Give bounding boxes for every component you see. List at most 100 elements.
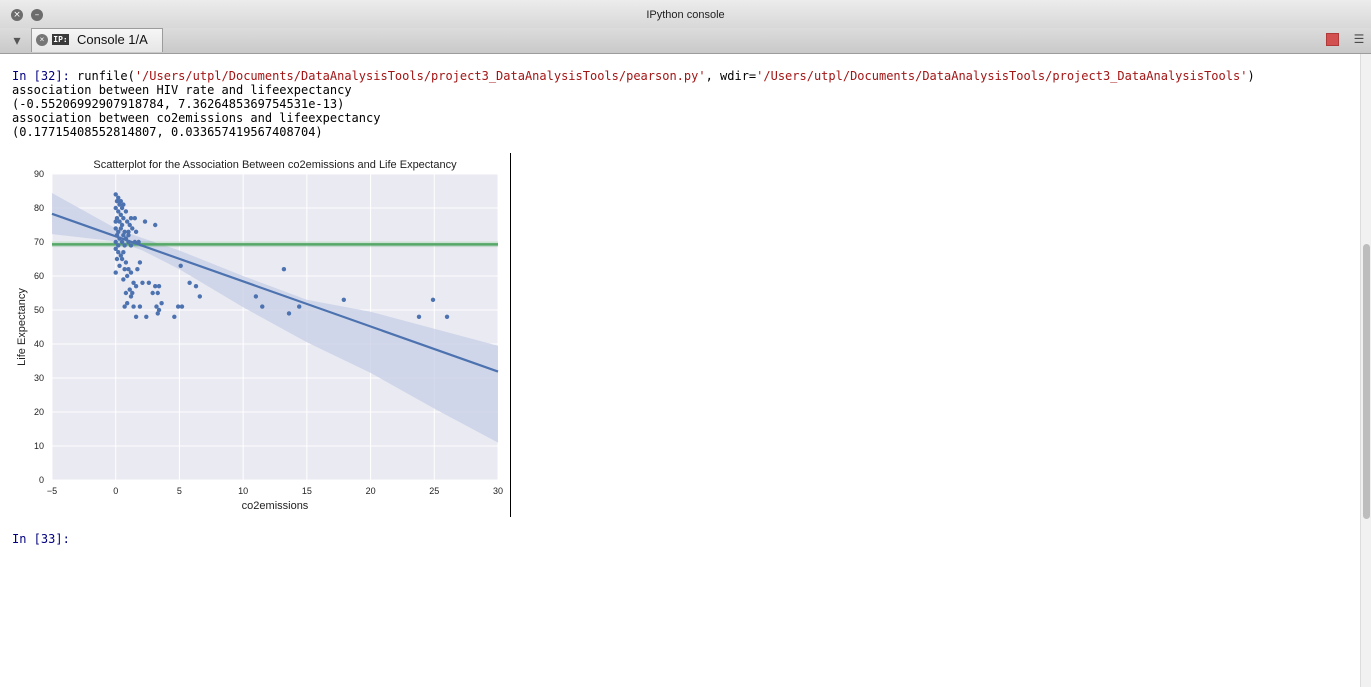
scatter-points	[113, 192, 450, 319]
data-point	[175, 304, 181, 309]
regression-line	[51, 212, 499, 373]
window-titlebar: × – IPython console	[0, 0, 1371, 29]
data-point	[127, 222, 132, 228]
x-tick-labels: −5 0 5 10 15 20 25 30	[47, 486, 503, 496]
console-tabbar: ▾ × IP: Console 1/A ☰	[0, 28, 1371, 54]
data-point	[128, 270, 134, 275]
data-point	[118, 226, 124, 231]
output-line-3: association between co2emissions and lif…	[12, 111, 381, 125]
data-point	[117, 202, 122, 207]
data-point	[154, 304, 159, 309]
data-point	[135, 267, 140, 272]
data-point	[137, 304, 143, 309]
data-point	[144, 314, 149, 319]
y-tick-label: 10	[34, 441, 44, 451]
y-tick-label: 60	[34, 271, 44, 281]
data-point	[118, 199, 124, 204]
data-point	[123, 209, 129, 214]
input-line-33[interactable]: In [33]:	[12, 532, 70, 546]
data-point	[187, 280, 192, 285]
data-point	[116, 243, 121, 248]
y-tick-label: 70	[34, 237, 44, 247]
data-point	[193, 284, 199, 289]
output-line-1: association between HIV rate and lifeexp…	[12, 83, 352, 97]
data-point	[430, 297, 436, 302]
y-axis-label: Life Expectancy	[16, 288, 28, 366]
data-point	[122, 304, 127, 309]
stop-kernel-button[interactable]	[1326, 33, 1339, 46]
data-point	[121, 250, 126, 255]
y-tick-label: 30	[34, 373, 44, 383]
options-dropdown-icon[interactable]: ▾	[13, 32, 21, 48]
data-point	[297, 304, 302, 309]
data-point	[179, 304, 185, 309]
close-window-icon[interactable]: ×	[11, 9, 23, 21]
data-point	[142, 219, 148, 224]
y-tick-label: 0	[39, 475, 44, 485]
data-point	[197, 294, 203, 299]
data-point	[131, 304, 136, 309]
scrollbar-thumb[interactable]	[1363, 244, 1370, 519]
data-point	[260, 304, 265, 309]
data-point	[124, 301, 130, 306]
confidence-band-area	[52, 193, 498, 443]
data-point	[122, 267, 127, 272]
data-point	[118, 212, 124, 217]
regression-line-group	[51, 212, 499, 373]
console-menu-icon[interactable]: ☰	[1353, 32, 1365, 46]
y-tick-label: 80	[34, 203, 44, 213]
data-point	[123, 260, 129, 265]
data-point	[113, 239, 118, 245]
prompt-in-32: In [32]:	[12, 69, 70, 83]
y-tick-label: 50	[34, 305, 44, 315]
data-point	[341, 297, 347, 302]
scatterplot-svg: Scatterplot for the Association Between …	[16, 159, 503, 512]
code-path-string: '/Users/utpl/Documents/DataAnalysisTools…	[134, 69, 706, 83]
scatterplot-figure: Scatterplot for the Association Between …	[8, 153, 512, 518]
x-tick-label: 10	[238, 486, 248, 496]
data-point	[113, 246, 118, 251]
x-tick-label: 0	[113, 486, 118, 496]
code-wdir-label: , wdir=	[705, 69, 757, 83]
y-tick-labels: 0 10 20 30 40 50 60 70 80 90	[34, 169, 44, 485]
confidence-band	[52, 193, 498, 443]
ipython-icon: IP:	[52, 34, 69, 45]
data-point	[133, 314, 139, 319]
data-point	[121, 277, 126, 282]
data-point	[116, 209, 121, 214]
output-line-4: (0.17715408552814807, 0.0336574195674087…	[12, 125, 323, 139]
data-point	[121, 202, 126, 207]
data-point	[137, 260, 143, 265]
x-tick-label: 15	[302, 486, 312, 496]
tab-close-icon[interactable]: ×	[36, 34, 48, 46]
vertical-scrollbar[interactable]	[1360, 54, 1371, 687]
data-point	[117, 263, 122, 268]
data-point	[123, 290, 129, 296]
data-point	[416, 314, 422, 319]
data-point	[128, 243, 134, 248]
x-tick-label: 20	[366, 486, 376, 496]
data-point	[130, 290, 135, 296]
data-point	[253, 294, 259, 299]
data-point	[114, 216, 120, 221]
data-point	[116, 195, 121, 200]
data-point	[124, 219, 130, 224]
tab-console-1a[interactable]: × IP: Console 1/A	[31, 28, 163, 52]
code-runfile: runfile(	[69, 69, 135, 83]
data-point	[140, 280, 145, 285]
data-point	[146, 280, 152, 285]
data-point	[156, 307, 162, 313]
x-tick-label: −5	[47, 486, 57, 496]
minimize-window-icon[interactable]: –	[31, 9, 43, 21]
chart-title: Scatterplot for the Association Between …	[93, 159, 457, 171]
data-point	[130, 226, 135, 231]
data-point	[159, 301, 164, 306]
data-point	[121, 233, 126, 238]
data-point	[113, 219, 118, 224]
data-point	[113, 226, 118, 231]
data-point	[128, 294, 134, 299]
data-point	[153, 284, 158, 289]
data-point	[128, 216, 134, 221]
data-point	[155, 311, 160, 316]
code-close-paren: )	[1247, 69, 1255, 83]
